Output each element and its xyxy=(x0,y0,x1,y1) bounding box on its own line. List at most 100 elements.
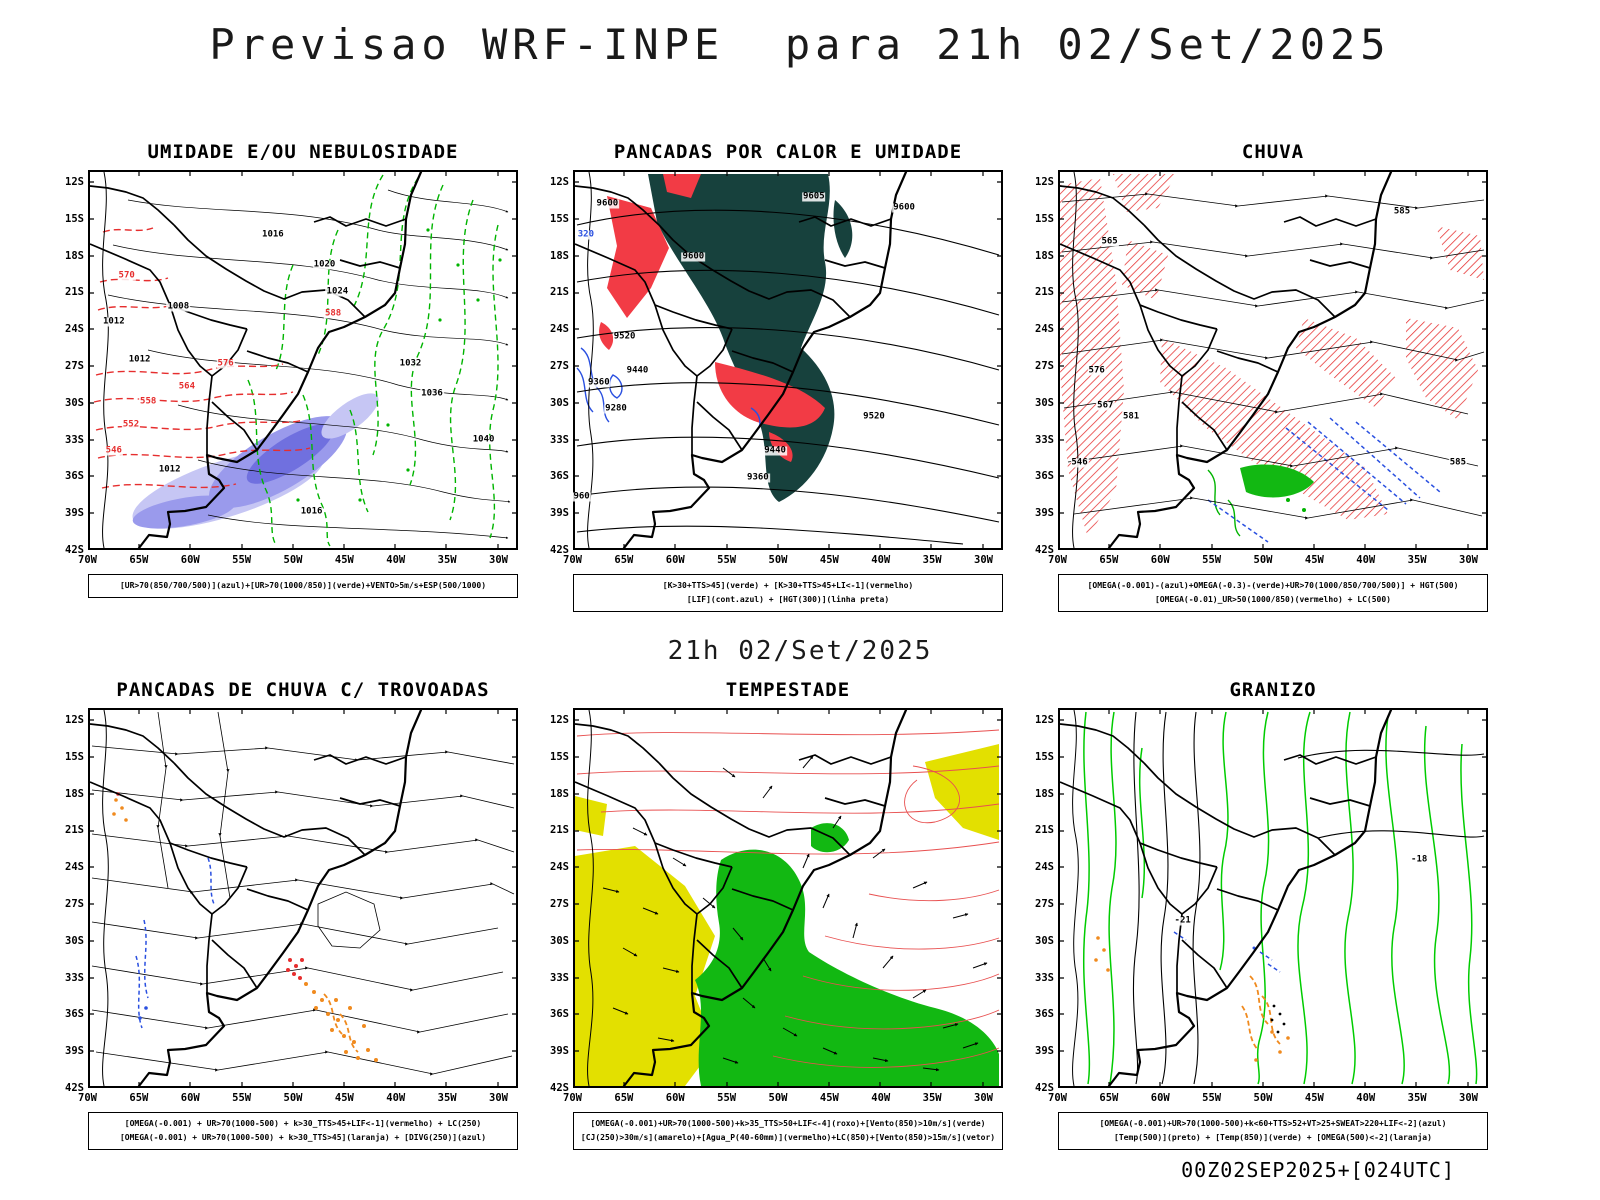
lat-label: 36S xyxy=(1035,1008,1054,1021)
lat-label: 42S xyxy=(65,543,84,556)
lon-label: 65W xyxy=(1099,554,1119,566)
lon-label: 35W xyxy=(437,554,457,566)
lat-label: 24S xyxy=(65,323,84,336)
lat-label: 39S xyxy=(65,1045,84,1058)
blue-divergence-marks xyxy=(135,857,215,1029)
lat-axis: 12S 15S 18S 21S 24S 27S 30S 33S 36S 39S 42S xyxy=(1035,176,1054,556)
map-umidade: 12S 15S 18S 21S 24S 27S 30S 33S 36S 39S 42S 70W 65W… xyxy=(65,170,518,566)
run-timestamp: 00Z02SEP2025+[024UTC] xyxy=(1181,1158,1455,1182)
lat-label: 27S xyxy=(65,897,84,910)
lon-axis: 70W 65W 60W 55W 50W 45W 40W 35W 30W xyxy=(78,1092,508,1104)
lon-label: 30W xyxy=(1459,554,1478,566)
lat-label: 15S xyxy=(550,212,569,225)
lat-label: 27S xyxy=(1035,359,1054,372)
lat-label: 30S xyxy=(65,934,84,947)
orange-left-specks xyxy=(112,792,128,822)
lat-label: 24S xyxy=(550,861,569,874)
caption-box-granizo: [OMEGA(-0.001)+UR>70(1000-500)+k<60+TTS>… xyxy=(1058,1112,1488,1150)
panel-umidade: UMIDADE E/OU NEBULOSIDADE xyxy=(48,140,528,598)
lon-label: 50W xyxy=(283,554,303,566)
panel-granizo: GRANIZO xyxy=(1018,678,1498,1150)
lat-label: 27S xyxy=(550,897,569,910)
caption-line: [K>30+TTS>45](verde) + [K>30+TTS>45+LI<-… xyxy=(662,581,914,590)
panel-title-umidade: UMIDADE E/OU NEBULOSIDADE xyxy=(147,141,459,163)
lon-label: 70W xyxy=(1048,554,1067,566)
lat-axis: 12S 15S 18S 21S 24S 27S 30S 33S 36S 39S 42S xyxy=(550,714,569,1094)
map-canvas-chuva xyxy=(1058,170,1488,550)
lon-label: 30W xyxy=(489,554,508,566)
lon-label: 70W xyxy=(78,1092,97,1104)
lon-label: 60W xyxy=(1150,1092,1170,1104)
hgt500-flow xyxy=(1061,192,1485,520)
lat-label: 33S xyxy=(550,433,569,446)
lon-label: 60W xyxy=(180,1092,200,1104)
lon-label: 40W xyxy=(871,1092,891,1104)
lat-axis: 12S 15S 18S 21S 24S 27S 30S 33S 36S 39S 42S xyxy=(65,176,84,556)
lon-label: 50W xyxy=(768,554,788,566)
lat-axis: 12S 15S 18S 21S 24S 27S 30S 33S 36S 39S 42S xyxy=(1035,714,1054,1094)
lon-label: 60W xyxy=(1150,554,1170,566)
page-title: Previsao WRF-INPE para 21h 02/Set/2025 xyxy=(209,20,1391,69)
streamlines xyxy=(91,711,515,1076)
lat-label: 21S xyxy=(65,286,84,299)
lat-label: 36S xyxy=(65,1008,84,1021)
red-streamlines xyxy=(576,729,1000,1068)
lat-label: 21S xyxy=(550,286,569,299)
map-canvas-trovoadas xyxy=(88,708,518,1088)
lon-axis: 70W 65W 60W 55W 50W 45W 40W 35W 30W xyxy=(563,1092,993,1104)
lat-label: 39S xyxy=(550,1045,569,1058)
lat-label: 15S xyxy=(550,750,569,763)
lat-label: 18S xyxy=(65,249,84,262)
lat-label: 39S xyxy=(65,507,84,520)
lat-label: 39S xyxy=(550,507,569,520)
lon-label: 35W xyxy=(1407,1092,1427,1104)
lat-label: 12S xyxy=(1035,176,1054,188)
caption-line: [Temp(500)](preto) + [Temp(850)](verde) … xyxy=(1114,1133,1432,1142)
lat-label: 39S xyxy=(1035,507,1054,520)
black-dot-cluster xyxy=(1270,1004,1286,1034)
lon-label: 30W xyxy=(1459,1092,1478,1104)
lon-label: 65W xyxy=(129,554,149,566)
lat-label: 15S xyxy=(65,750,84,763)
lon-label: 55W xyxy=(232,554,252,566)
lon-label: 65W xyxy=(614,1092,634,1104)
lat-label: 12S xyxy=(65,176,84,188)
lon-label: 40W xyxy=(1356,554,1376,566)
map-canvas-umidade xyxy=(88,170,518,550)
lat-label: 30S xyxy=(550,396,569,409)
panel-pancadas-calor: PANCADAS POR CALOR E UMIDADE xyxy=(533,140,1013,612)
lat-label: 18S xyxy=(65,787,84,800)
map-tempestade: 12S 15S 18S 21S 24S 27S 30S 33S 36S 39S 42S 70W 65W… xyxy=(550,708,1003,1104)
caption-line: [OMEGA(-0.001) + UR>70(1000-500) + k>30_… xyxy=(124,1119,482,1128)
caption-box-umidade: [UR>70(850/700/500)](azul)+[UR>70(1000/8… xyxy=(88,574,518,598)
lon-axis: 70W 65W 60W 55W 50W 45W 40W 35W 30W xyxy=(78,554,508,566)
lat-label: 33S xyxy=(1035,433,1054,446)
caption-line: [OMEGA(-0.01)_UR>50(1000/850)(vermelho) … xyxy=(1154,595,1391,604)
lat-label: 24S xyxy=(550,323,569,336)
lon-label: 35W xyxy=(1407,554,1427,566)
caption-box-trovoadas: [OMEGA(-0.001) + UR>70(1000-500) + k>30_… xyxy=(88,1112,518,1150)
lon-label: 65W xyxy=(129,1092,149,1104)
hgt300-contours xyxy=(576,209,1000,545)
red-storm-dots xyxy=(286,958,304,980)
caption-box-pancadas-calor: [K>30+TTS>45](verde) + [K>30+TTS>45+LI<-… xyxy=(573,574,1003,612)
caption-line: [OMEGA(-0.001) + UR>70(1000-500) + k>30_… xyxy=(119,1133,487,1142)
lat-label: 21S xyxy=(1035,286,1054,299)
lat-label: 42S xyxy=(550,1081,569,1094)
lat-label: 36S xyxy=(550,470,569,483)
lon-label: 35W xyxy=(922,1092,942,1104)
lat-label: 21S xyxy=(65,824,84,837)
map-trovoadas: 12S 15S 18S 21S 24S 27S 30S 33S 36S 39S 42S 70W 65W… xyxy=(65,708,518,1104)
lat-label: 21S xyxy=(1035,824,1054,837)
lat-axis: 12S 15S 18S 21S 24S 27S 30S 33S 36S 39S 42S xyxy=(550,176,569,556)
lon-label: 50W xyxy=(768,1092,788,1104)
lat-label: 12S xyxy=(550,176,569,188)
lat-label: 36S xyxy=(65,470,84,483)
lat-label: 36S xyxy=(1035,470,1054,483)
lon-label: 70W xyxy=(563,1092,582,1104)
lat-label: 30S xyxy=(1035,396,1054,409)
lon-label: 60W xyxy=(665,554,685,566)
lon-label: 40W xyxy=(386,554,406,566)
map-chuva: 12S 15S 18S 21S 24S 27S 30S 33S 36S 39S 42S 70W 65W… xyxy=(1035,170,1488,566)
lat-label: 27S xyxy=(550,359,569,372)
